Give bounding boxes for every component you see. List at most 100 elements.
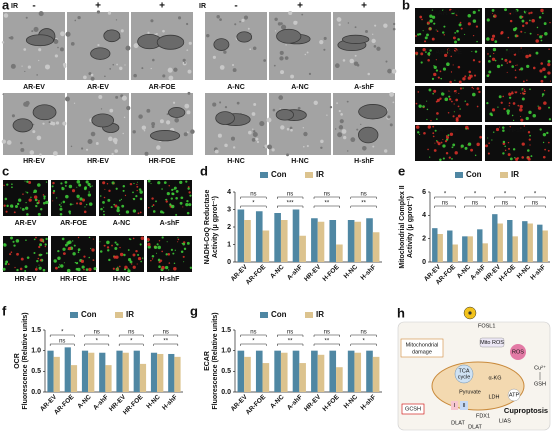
fluor-dot	[42, 201, 46, 205]
fluor-dot	[69, 212, 71, 215]
fluor-dot	[530, 11, 533, 14]
bar	[317, 221, 325, 262]
image-label: AR-EV	[438, 10, 460, 17]
bar	[47, 350, 54, 392]
fluor-dot	[445, 151, 449, 155]
tca-circle	[454, 364, 474, 384]
pyruvate: Pyruvate	[459, 389, 481, 395]
fluor-dot	[71, 189, 76, 193]
fluor-dot	[421, 18, 423, 21]
fluor-dot	[464, 75, 467, 78]
y-tick-label: 2	[422, 236, 426, 243]
fluor-dot	[76, 202, 79, 205]
fluor-dot	[99, 241, 101, 243]
fluor-dot	[182, 255, 185, 258]
texture	[151, 125, 155, 129]
ros-bubble	[510, 344, 526, 360]
texture	[259, 120, 265, 127]
fluor-dot	[25, 201, 27, 204]
bar	[237, 350, 245, 392]
texture	[253, 103, 257, 106]
fluor-dot	[131, 263, 133, 265]
fluor-dot	[129, 260, 133, 264]
texture	[115, 95, 119, 99]
fluor-dot	[467, 14, 472, 18]
fluor-dot	[502, 129, 505, 132]
fluor-dot	[453, 103, 455, 105]
texture	[88, 72, 92, 76]
fluor-dot	[443, 25, 446, 28]
fluor-dot	[136, 185, 139, 188]
x-tick-label: H-NC	[343, 393, 360, 410]
bar	[372, 232, 380, 262]
fluor-dot	[433, 149, 437, 152]
texture	[24, 70, 26, 73]
tca: cycle	[458, 374, 471, 380]
fluor-dot	[420, 61, 423, 64]
fluor-dot	[147, 237, 149, 240]
fluor-dot	[511, 114, 514, 117]
texture	[241, 18, 245, 22]
fluor-dot	[448, 90, 450, 92]
texture	[374, 24, 377, 27]
bar	[299, 363, 306, 392]
fluor-dot	[459, 21, 462, 24]
bar	[157, 353, 164, 392]
fluor-dot	[135, 249, 138, 253]
fluor-dot	[159, 259, 163, 262]
bar	[347, 220, 355, 262]
texture	[182, 58, 186, 62]
texture	[48, 121, 51, 124]
fluor-dot	[99, 250, 103, 253]
fluor-dot	[165, 253, 168, 256]
fluor-dot	[541, 95, 544, 97]
fluor-dot	[63, 262, 65, 264]
bar	[497, 223, 503, 262]
fluor-dot	[519, 108, 523, 112]
fluor-dot	[79, 197, 83, 201]
bracket	[464, 205, 486, 208]
fluor-dot	[444, 140, 448, 143]
significance: ns	[324, 192, 330, 198]
fluor-dot	[446, 136, 450, 140]
bar	[317, 354, 325, 392]
fluor-dot	[183, 261, 185, 263]
fluor-dot	[11, 183, 13, 186]
bracket	[350, 196, 377, 199]
fluor-dot	[39, 243, 42, 247]
x-tick-label: H-shF	[529, 264, 547, 282]
fluor-dot	[439, 158, 442, 161]
texture	[362, 146, 367, 151]
fluor-image	[485, 86, 552, 122]
fluor-dot	[532, 113, 537, 118]
texture	[232, 68, 237, 73]
fluor-dot	[504, 145, 506, 148]
texture	[349, 58, 355, 64]
bar	[467, 236, 473, 262]
fluor-dot	[83, 255, 86, 258]
texture	[123, 116, 126, 119]
fluor-dot	[68, 210, 71, 214]
bracket	[240, 334, 267, 337]
fluor-dot	[66, 241, 70, 245]
legend-label: Con	[271, 310, 287, 319]
fluor-dot	[524, 32, 526, 34]
fluor-dot	[547, 59, 551, 63]
texture	[177, 16, 182, 20]
fluor-dot	[139, 197, 143, 201]
fluor-dot	[429, 156, 431, 158]
texture	[172, 101, 176, 104]
fluor-dot	[460, 27, 463, 30]
bracket	[118, 334, 144, 337]
fluor-dot	[502, 152, 505, 155]
bracket	[240, 196, 267, 199]
fluor-dot	[521, 19, 525, 23]
fluor-dot	[453, 90, 458, 94]
y-axis-label: Activity (μ gprot⁻¹)	[407, 196, 414, 258]
fluor-dot	[529, 88, 531, 91]
texture	[42, 122, 45, 125]
significance: **	[361, 201, 366, 207]
fluor-dot	[433, 65, 437, 70]
image-label: AR-FOE	[149, 84, 176, 91]
fluor-dot	[528, 138, 531, 141]
